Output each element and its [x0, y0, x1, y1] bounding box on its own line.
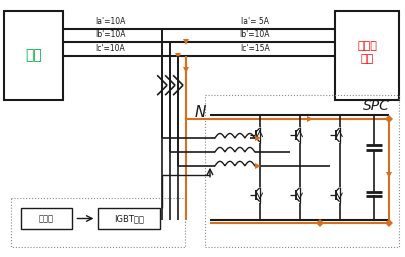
Text: SPC: SPC: [362, 99, 389, 113]
Text: Ic'=15A: Ic'=15A: [240, 44, 270, 53]
Bar: [205, 95, 399, 247]
Text: Ic'=10A: Ic'=10A: [96, 44, 125, 53]
Text: Ib'=10A: Ib'=10A: [95, 31, 126, 40]
Bar: [335, 11, 399, 100]
Text: IGBT驱动: IGBT驱动: [114, 214, 144, 223]
Bar: [98, 208, 160, 230]
Text: Ia'=10A: Ia'=10A: [95, 16, 126, 25]
Text: Ia'= 5A: Ia'= 5A: [241, 16, 269, 25]
Text: 电网: 电网: [25, 48, 42, 62]
Bar: [11, 198, 185, 247]
Bar: [21, 208, 72, 230]
Text: N: N: [195, 105, 207, 120]
Text: Ib'=10A: Ib'=10A: [240, 31, 270, 40]
Bar: [4, 11, 64, 100]
Text: 控制器: 控制器: [39, 214, 54, 223]
Text: 不平衡
负载: 不平衡 负载: [358, 41, 377, 64]
